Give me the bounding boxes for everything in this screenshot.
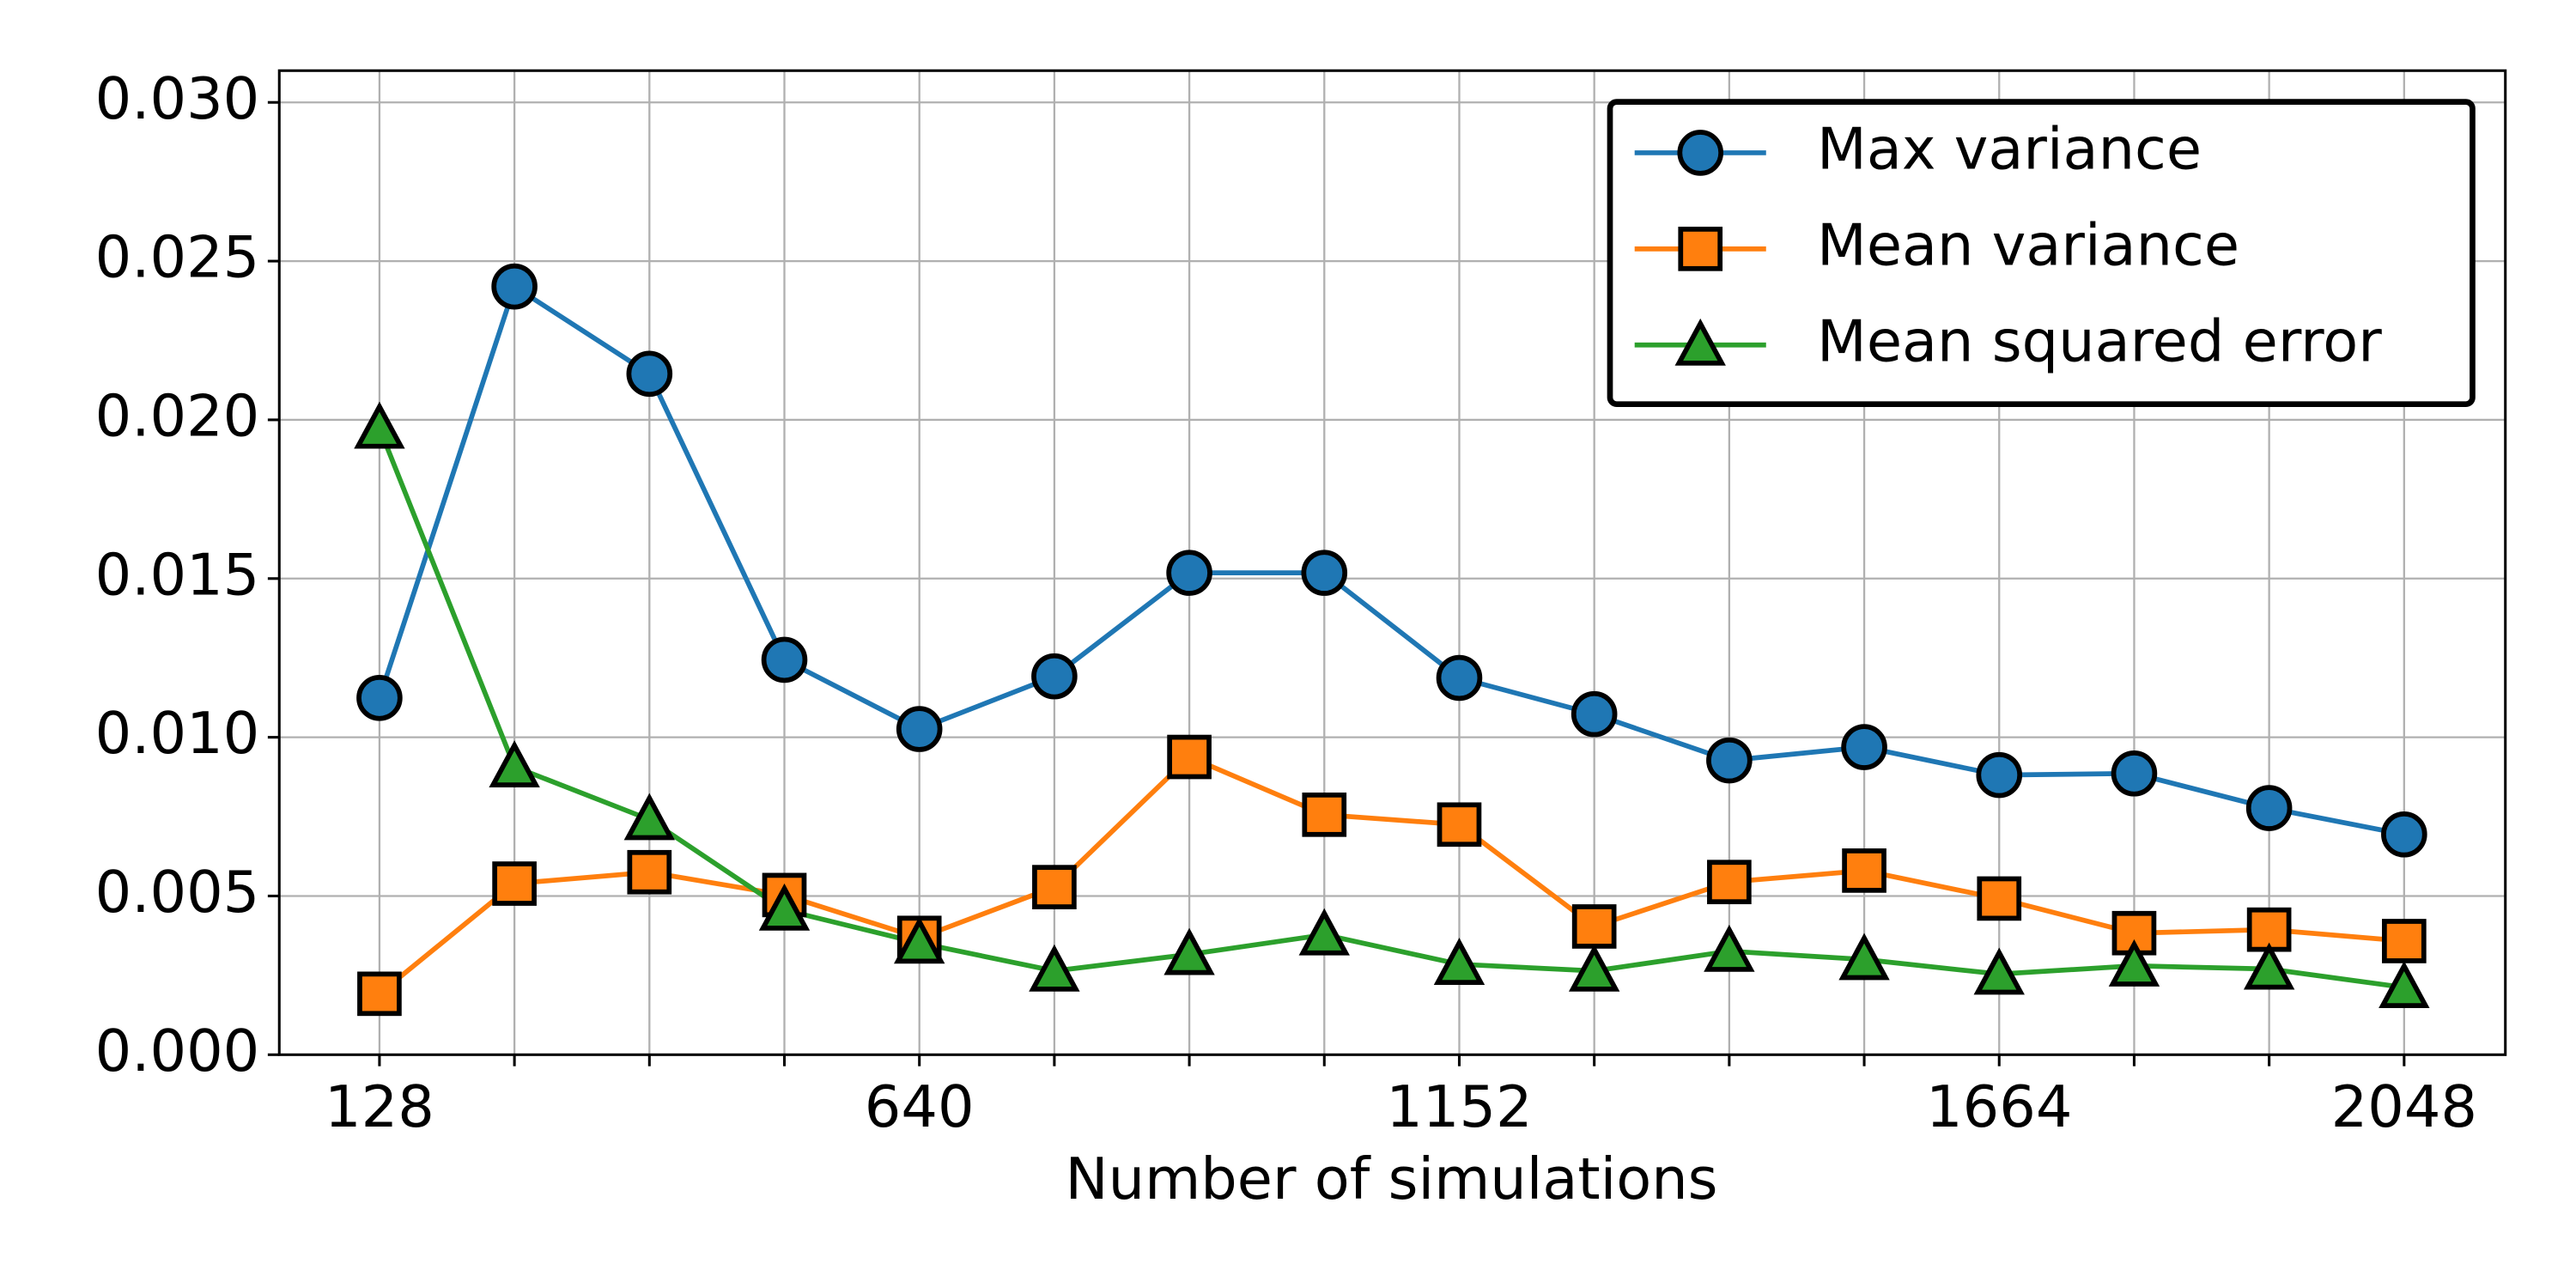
x-tick-label: 1152	[1386, 1073, 1532, 1140]
y-tick-label: 0.030	[95, 65, 260, 132]
marker	[1163, 927, 1215, 975]
marker	[1029, 944, 1080, 992]
marker	[1436, 654, 1483, 702]
marker	[894, 916, 945, 964]
x-tick-label: 128	[325, 1073, 434, 1140]
marker	[1704, 924, 1755, 972]
legend: Max variance Mean variance Mean squared er…	[1607, 99, 2476, 408]
y-tick-label: 0.020	[95, 382, 260, 449]
marker	[1166, 550, 1212, 596]
marker	[1302, 792, 1347, 837]
y-tick-label: 0.010	[95, 700, 260, 767]
marker	[1437, 802, 1482, 848]
marker	[623, 793, 675, 841]
marker	[1031, 653, 1078, 700]
marker	[1838, 933, 1890, 981]
legend-label: Mean squared error	[1817, 307, 2382, 374]
marker	[1568, 944, 1620, 992]
marker	[1842, 848, 1886, 893]
marker	[2382, 919, 2427, 963]
marker	[1571, 904, 1617, 949]
marker	[1976, 751, 2023, 799]
series-line	[378, 754, 2405, 996]
marker	[1677, 130, 1724, 176]
marker	[1841, 724, 1887, 770]
marker	[1301, 550, 1348, 596]
marker	[1298, 908, 1350, 956]
marker	[1674, 318, 1726, 366]
marker	[1167, 734, 1212, 780]
y-tick-label: 0.025	[95, 224, 260, 291]
marker	[354, 401, 405, 449]
series-line	[377, 283, 2405, 837]
legend-box	[1607, 99, 2476, 408]
x-tick-label: 2048	[2331, 1073, 2477, 1140]
marker	[896, 706, 943, 752]
x-axis-label: Number of simulations	[1066, 1145, 1718, 1212]
marker	[1973, 947, 2025, 995]
marker	[2111, 750, 2158, 797]
series-line	[377, 427, 2405, 990]
y-tick-label: 0.000	[95, 1018, 260, 1084]
marker	[1433, 938, 1485, 985]
marker	[1678, 227, 1723, 271]
marker	[627, 849, 672, 895]
marker	[761, 636, 808, 683]
y-tick-label: 0.015	[95, 541, 260, 608]
marker	[356, 674, 403, 721]
marker	[1571, 690, 1618, 738]
axes-frame	[277, 69, 2507, 1056]
legend-label: Mean variance	[1817, 211, 2239, 278]
marker	[1706, 737, 1753, 784]
marker	[489, 740, 540, 788]
marker	[2381, 811, 2427, 858]
y-tick-label: 0.005	[95, 859, 260, 926]
marker	[2108, 939, 2160, 987]
marker	[492, 861, 537, 906]
marker	[1977, 876, 2022, 921]
marker	[357, 971, 402, 1017]
marker	[758, 883, 811, 931]
marker	[1707, 860, 1752, 905]
marker	[491, 263, 538, 310]
x-tick-label: 1664	[1926, 1073, 2072, 1140]
marker	[2379, 961, 2430, 1008]
marker	[2243, 942, 2295, 990]
plot-area	[354, 263, 2430, 1017]
marker	[2245, 785, 2293, 831]
legend-label: Max variance	[1817, 115, 2202, 182]
x-tick-label: 640	[865, 1073, 975, 1140]
marker	[1032, 865, 1077, 909]
marker	[626, 350, 673, 398]
